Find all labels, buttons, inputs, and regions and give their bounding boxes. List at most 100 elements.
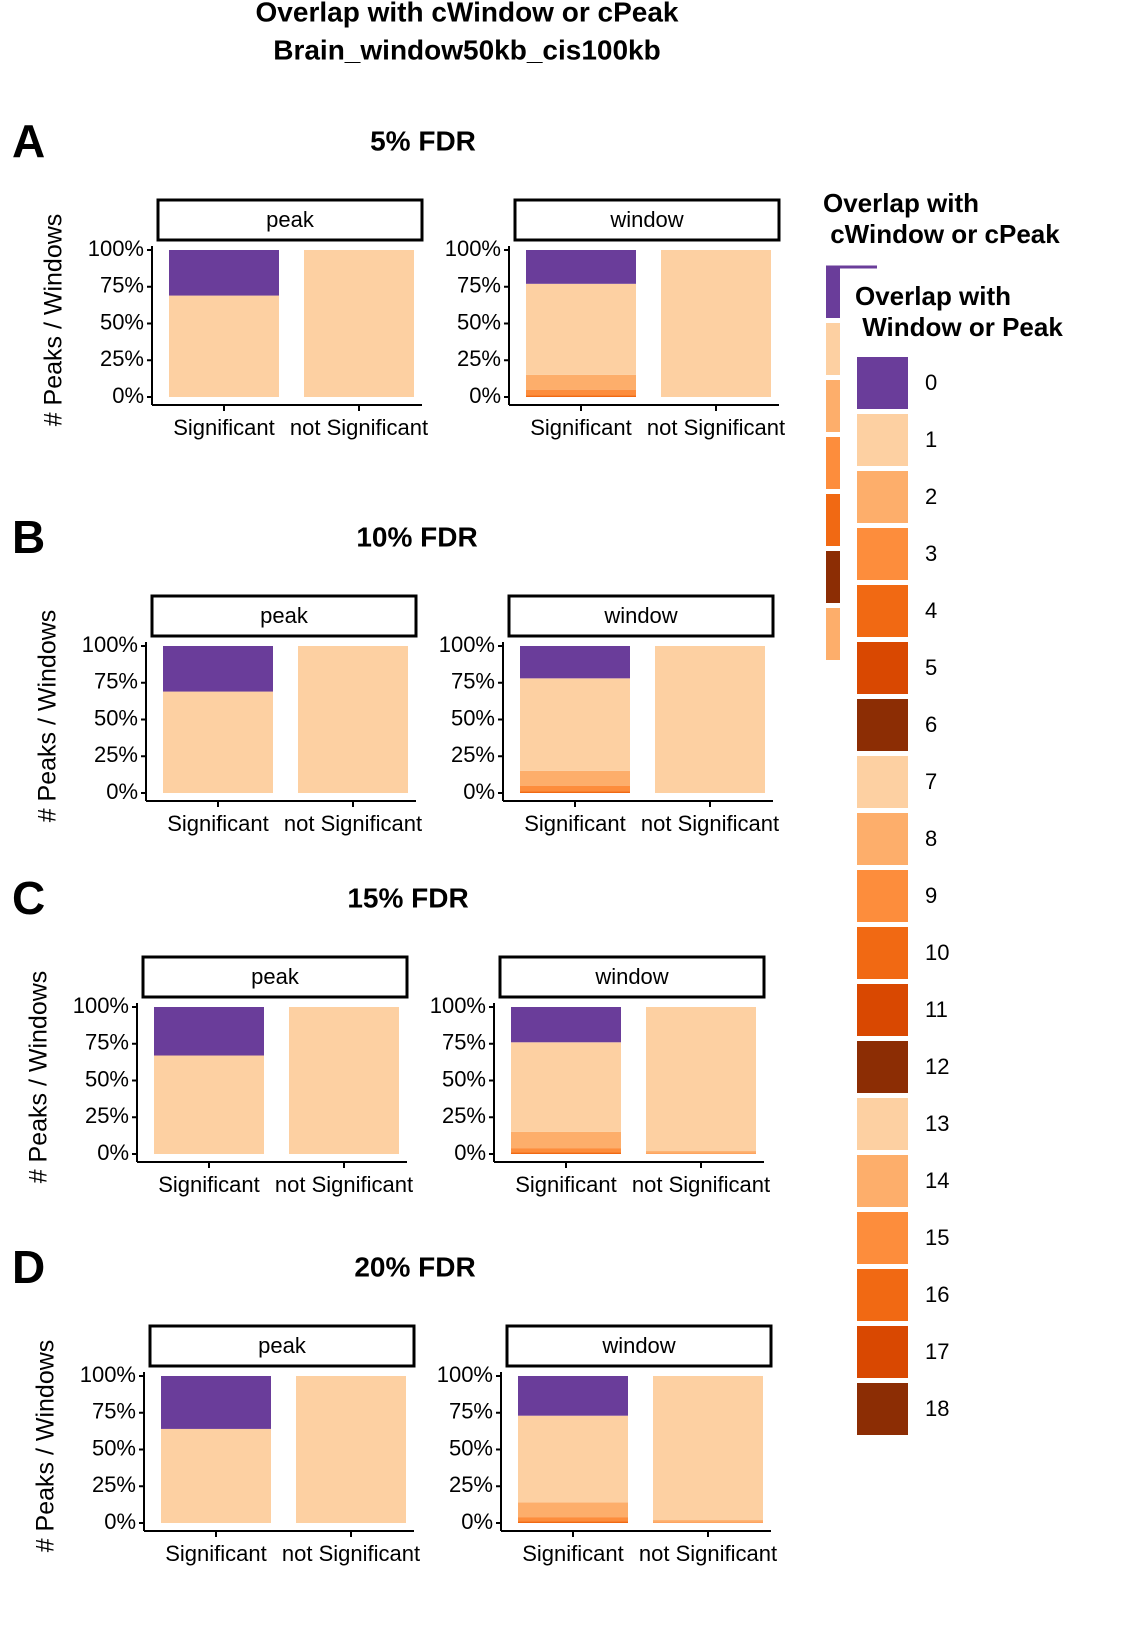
facet-label: peak bbox=[266, 207, 315, 232]
legend-label: 10 bbox=[925, 940, 949, 965]
y-tick-label: 25% bbox=[442, 1103, 486, 1128]
legend-key bbox=[857, 813, 908, 865]
legend-key bbox=[857, 1041, 908, 1093]
x-tick-label: not Significant bbox=[275, 1172, 413, 1197]
legend-label: 7 bbox=[925, 769, 937, 794]
x-tick-label: Significant bbox=[522, 1541, 624, 1566]
y-tick-label: 25% bbox=[100, 346, 144, 371]
y-tick-label: 100% bbox=[80, 1362, 136, 1387]
x-tick-label: Significant bbox=[167, 811, 269, 836]
bar-segment bbox=[511, 1131, 621, 1149]
facet-strip bbox=[498, 955, 766, 999]
legend-label: 14 bbox=[925, 1168, 949, 1193]
bar-segment bbox=[646, 1151, 756, 1154]
x-tick-label: Significant bbox=[158, 1172, 260, 1197]
x-tick-label: Significant bbox=[524, 811, 626, 836]
panel-title: 5% FDR bbox=[370, 125, 476, 156]
bar-segment bbox=[518, 1415, 628, 1503]
bar-segment bbox=[304, 250, 414, 397]
legend-key bbox=[857, 1326, 908, 1378]
legend-title: Overlap with bbox=[855, 281, 1011, 311]
y-tick-label: 100% bbox=[88, 236, 144, 261]
y-tick-label: 0% bbox=[104, 1509, 136, 1534]
legend-label: 1 bbox=[925, 427, 937, 452]
legend-label: 11 bbox=[925, 997, 948, 1022]
legend-key bbox=[826, 494, 840, 546]
y-tick-label: 25% bbox=[92, 1472, 136, 1497]
figure-subtitle: Brain_window50kb_cis100kb bbox=[273, 34, 661, 65]
facet-strip bbox=[148, 1324, 416, 1368]
facet-strip bbox=[141, 955, 409, 999]
y-axis-label: # Peaks / Windows bbox=[25, 971, 53, 1184]
legend-key bbox=[826, 551, 840, 603]
panel-letter: B bbox=[12, 511, 45, 563]
x-tick-label: not Significant bbox=[284, 811, 422, 836]
y-tick-label: 50% bbox=[85, 1066, 129, 1091]
legend-title: cWindow or cPeak bbox=[823, 219, 1060, 249]
x-tick-label: Significant bbox=[165, 1541, 267, 1566]
bar-segment bbox=[653, 1376, 763, 1521]
y-tick-label: 25% bbox=[451, 742, 495, 767]
legend-key bbox=[857, 756, 908, 808]
legend-label: 18 bbox=[925, 1396, 949, 1421]
bar-segment bbox=[163, 646, 273, 692]
y-tick-label: 25% bbox=[457, 346, 501, 371]
legend-label: 13 bbox=[925, 1111, 949, 1136]
panel-letter: C bbox=[12, 872, 45, 924]
legend-key bbox=[857, 1269, 908, 1321]
x-tick-label: not Significant bbox=[282, 1541, 420, 1566]
y-axis-label: # Peaks / Windows bbox=[40, 214, 68, 427]
bar-segment bbox=[655, 646, 765, 793]
bar-segment bbox=[161, 1376, 271, 1429]
bar-segment bbox=[511, 1042, 621, 1132]
facet-strip bbox=[156, 198, 424, 242]
legend-label: 4 bbox=[925, 598, 937, 623]
y-tick-label: 50% bbox=[449, 1435, 493, 1460]
y-tick-label: 50% bbox=[94, 705, 138, 730]
y-tick-label: 100% bbox=[82, 632, 138, 657]
legend-key bbox=[857, 528, 908, 580]
x-tick-label: not Significant bbox=[641, 811, 779, 836]
x-tick-label: not Significant bbox=[647, 415, 785, 440]
y-tick-label: 50% bbox=[451, 705, 495, 730]
legend-key bbox=[857, 1212, 908, 1264]
legend-label: 5 bbox=[925, 655, 937, 680]
panel-title: 20% FDR bbox=[354, 1251, 475, 1282]
legend-key bbox=[857, 642, 908, 694]
bar-segment bbox=[169, 295, 279, 397]
bar-segment bbox=[526, 389, 636, 396]
y-tick-label: 0% bbox=[461, 1509, 493, 1534]
y-tick-label: 75% bbox=[449, 1399, 493, 1424]
x-tick-label: not Significant bbox=[632, 1172, 770, 1197]
bar-segment bbox=[154, 1007, 264, 1056]
bar-segment bbox=[526, 250, 636, 284]
legend-key bbox=[857, 927, 908, 979]
bar-segment bbox=[520, 678, 630, 771]
legend-key bbox=[857, 414, 908, 466]
y-tick-label: 75% bbox=[451, 669, 495, 694]
bar-segment bbox=[520, 770, 630, 786]
panel-title: 15% FDR bbox=[347, 882, 468, 913]
bar-segment bbox=[511, 1007, 621, 1043]
bar-segment bbox=[518, 1502, 628, 1518]
bar-segment bbox=[511, 1152, 621, 1154]
bar-segment bbox=[520, 646, 630, 679]
facet-label: window bbox=[603, 603, 677, 628]
legend-label: 8 bbox=[925, 826, 937, 851]
legend-label: 12 bbox=[925, 1054, 949, 1079]
facet-label: window bbox=[594, 964, 668, 989]
facet-label: peak bbox=[260, 603, 309, 628]
legend-key bbox=[826, 380, 840, 432]
legend-key bbox=[826, 437, 840, 489]
x-tick-label: Significant bbox=[173, 415, 275, 440]
bar-segment bbox=[661, 250, 771, 397]
legend-key bbox=[826, 608, 840, 660]
y-tick-label: 75% bbox=[100, 273, 144, 298]
panel-letter: A bbox=[12, 115, 45, 167]
bar-segment bbox=[518, 1521, 628, 1523]
bar-segment bbox=[511, 1148, 621, 1153]
y-tick-label: 75% bbox=[457, 273, 501, 298]
y-tick-label: 0% bbox=[454, 1140, 486, 1165]
bar-segment bbox=[169, 250, 279, 296]
